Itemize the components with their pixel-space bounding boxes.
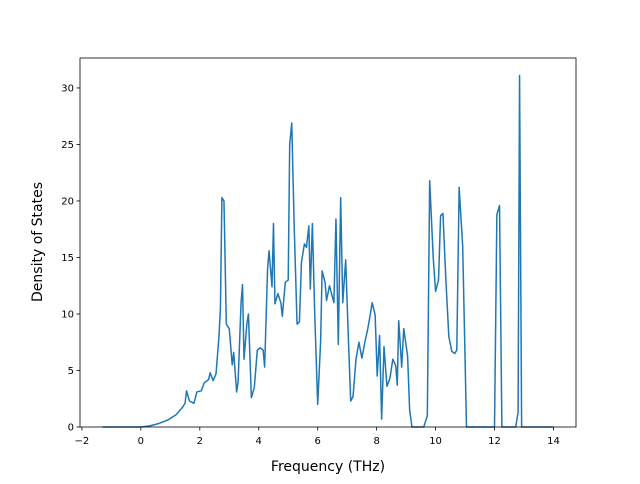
line-series (102, 74, 554, 428)
y-tick-label: 25 (61, 140, 74, 151)
x-tick-label: −2 (75, 436, 90, 447)
x-tick-label: 14 (547, 436, 560, 447)
y-tick-label: 30 (61, 83, 74, 94)
x-tick-label: 4 (256, 436, 262, 447)
y-axis-label: Density of States (30, 182, 46, 302)
y-tick-label: 20 (61, 196, 74, 207)
x-tick-label: 12 (488, 436, 501, 447)
plot-frame (79, 57, 577, 428)
y-tick-label: 10 (61, 309, 74, 320)
y-tick-label: 5 (68, 366, 74, 377)
x-tick-label: 8 (373, 436, 379, 447)
x-tick-label: 10 (429, 436, 442, 447)
y-tick-label: 0 (68, 423, 74, 434)
x-axis-label: Frequency (THz) (271, 459, 385, 475)
x-tick-label: 2 (197, 436, 203, 447)
x-tick-label: 6 (314, 436, 320, 447)
y-tick-label: 15 (61, 253, 74, 264)
x-tick-label: 0 (138, 436, 144, 447)
